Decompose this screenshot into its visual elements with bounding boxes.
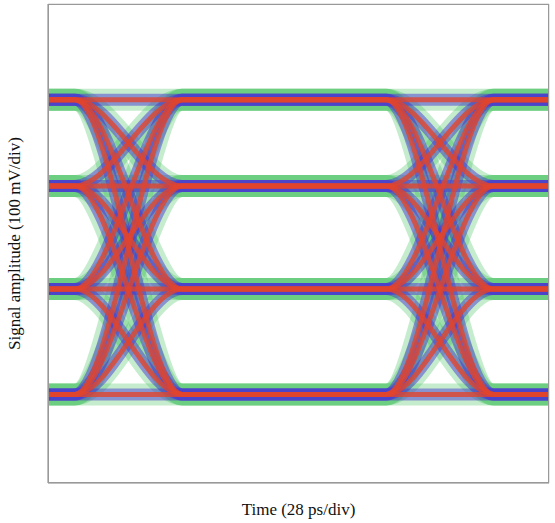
svg-text:Time (28 ps/div): Time (28 ps/div) bbox=[242, 500, 356, 519]
svg-text:Signal amplitude (100 mV/div): Signal amplitude (100 mV/div) bbox=[5, 137, 24, 350]
